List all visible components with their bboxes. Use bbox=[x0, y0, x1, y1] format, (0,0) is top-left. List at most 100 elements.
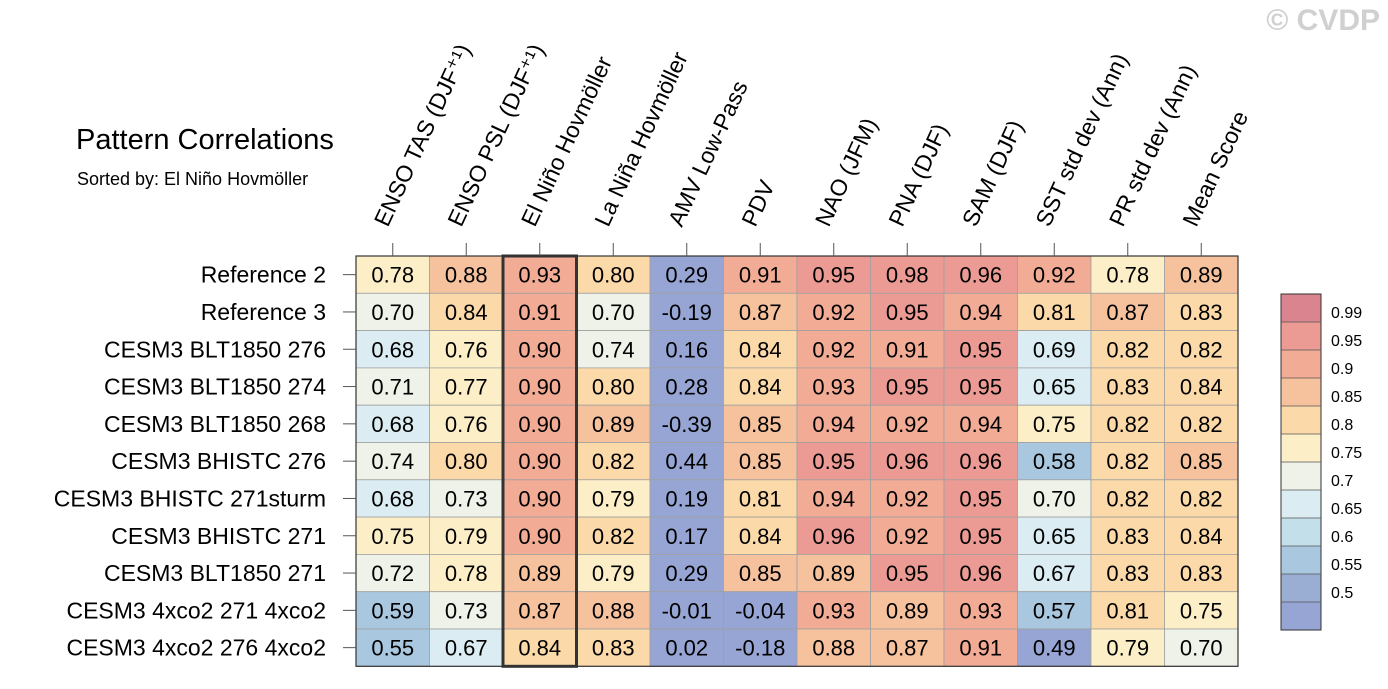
cell-value: 0.74 bbox=[592, 337, 635, 362]
heatmap-cell bbox=[429, 628, 504, 667]
cell-value: -0.01 bbox=[662, 598, 712, 623]
cell-value: 0.75 bbox=[371, 524, 414, 549]
cell-value: 0.85 bbox=[739, 412, 782, 437]
heatmap-cell bbox=[723, 628, 798, 667]
colorbar-swatch bbox=[1281, 322, 1321, 350]
cell-value: -0.18 bbox=[735, 636, 785, 661]
colorbar-swatch bbox=[1281, 490, 1321, 518]
colorbar-label: 0.8 bbox=[1331, 417, 1353, 434]
cell-value: 0.55 bbox=[371, 636, 414, 661]
colorbar-label: 0.9 bbox=[1331, 361, 1353, 378]
cell-value: 0.93 bbox=[518, 263, 561, 288]
cell-value: -0.39 bbox=[662, 412, 712, 437]
cell-value: 0.19 bbox=[665, 486, 708, 511]
cell-value: 0.73 bbox=[445, 598, 488, 623]
heatmap-cell bbox=[1164, 255, 1239, 294]
heatmap-cell bbox=[502, 554, 577, 593]
cell-value: 0.70 bbox=[371, 300, 414, 325]
cell-value: 0.92 bbox=[812, 300, 855, 325]
cell-value: 0.59 bbox=[371, 598, 414, 623]
cell-value: 0.70 bbox=[1180, 636, 1223, 661]
cell-value: 0.91 bbox=[886, 337, 929, 362]
row-label: Reference 3 bbox=[201, 299, 326, 325]
heatmap-cell bbox=[943, 628, 1018, 667]
cell-value: 0.83 bbox=[1180, 561, 1223, 586]
cell-value: 0.68 bbox=[371, 337, 414, 362]
cell-value: 0.92 bbox=[1033, 263, 1076, 288]
cell-value: 0.88 bbox=[812, 636, 855, 661]
cell-value: 0.76 bbox=[445, 337, 488, 362]
cell-value: 0.88 bbox=[592, 598, 635, 623]
heatmap-cell bbox=[1017, 516, 1092, 555]
cell-value: 0.91 bbox=[518, 300, 561, 325]
cell-value: 0.77 bbox=[445, 375, 488, 400]
cell-value: 0.83 bbox=[1106, 375, 1149, 400]
heatmap-cell bbox=[723, 367, 798, 406]
heatmap-cell bbox=[796, 292, 871, 331]
heatmap-cell bbox=[576, 554, 651, 593]
colorbar-swatch bbox=[1281, 406, 1321, 434]
colorbar-swatch bbox=[1281, 378, 1321, 406]
column-label: SAM (DJF) bbox=[957, 116, 1029, 230]
colorbar-label: 0.75 bbox=[1331, 445, 1362, 462]
cell-value: 0.91 bbox=[739, 263, 782, 288]
cell-value: 0.89 bbox=[518, 561, 561, 586]
row-label: Reference 2 bbox=[201, 262, 326, 288]
heatmap-cell bbox=[1164, 554, 1239, 593]
heatmap-cell bbox=[870, 554, 945, 593]
heatmap-cell bbox=[429, 442, 504, 481]
heatmap-cell bbox=[649, 516, 724, 555]
cell-value: 0.95 bbox=[959, 524, 1002, 549]
heatmap-cell bbox=[355, 404, 430, 443]
cell-value: 0.81 bbox=[1033, 300, 1076, 325]
cell-value: 0.68 bbox=[371, 486, 414, 511]
cell-value: 0.85 bbox=[739, 449, 782, 474]
cell-value: 0.92 bbox=[886, 412, 929, 437]
heatmap-cell bbox=[1164, 628, 1239, 667]
heatmap-cell bbox=[1090, 404, 1165, 443]
heatmap-cell bbox=[1017, 591, 1092, 630]
heatmap-cell bbox=[796, 591, 871, 630]
cell-value: 0.67 bbox=[445, 636, 488, 661]
cell-value: 0.28 bbox=[665, 375, 708, 400]
chart-subtitle: Sorted by: El Niño Hovmöller bbox=[77, 169, 309, 189]
colorbar-label: 0.85 bbox=[1331, 389, 1362, 406]
cell-value: 0.95 bbox=[886, 300, 929, 325]
cell-value: 0.96 bbox=[959, 449, 1002, 474]
cell-value: 0.94 bbox=[959, 412, 1002, 437]
cell-value: 0.82 bbox=[592, 524, 635, 549]
colorbar-swatch bbox=[1281, 434, 1321, 462]
row-label: CESM3 BLT1850 268 bbox=[104, 411, 326, 437]
cell-value: 0.69 bbox=[1033, 337, 1076, 362]
colorbar-swatch bbox=[1281, 518, 1321, 546]
heatmap-cell bbox=[355, 330, 430, 369]
cell-value: 0.79 bbox=[445, 524, 488, 549]
cell-value: 0.72 bbox=[371, 561, 414, 586]
heatmap-cell bbox=[355, 292, 430, 331]
heatmap-cell bbox=[796, 628, 871, 667]
row-label: CESM3 4xco2 276 4xco2 bbox=[66, 635, 326, 661]
heatmap-cell bbox=[723, 404, 798, 443]
cell-value: 0.78 bbox=[371, 263, 414, 288]
cell-value: 0.94 bbox=[812, 412, 855, 437]
cell-value: 0.68 bbox=[371, 412, 414, 437]
cell-value: 0.90 bbox=[518, 524, 561, 549]
heatmap-cell bbox=[723, 479, 798, 518]
cell-value: 0.84 bbox=[739, 337, 782, 362]
cell-value: 0.70 bbox=[592, 300, 635, 325]
colorbar-label: 0.6 bbox=[1331, 529, 1353, 546]
heatmap-cell bbox=[1017, 330, 1092, 369]
heatmap-cell bbox=[723, 516, 798, 555]
heatmap-cell bbox=[870, 442, 945, 481]
heatmap-cell bbox=[1017, 367, 1092, 406]
heatmap-cell bbox=[796, 367, 871, 406]
cell-value: 0.90 bbox=[518, 412, 561, 437]
row-label: CESM3 4xco2 271 4xco2 bbox=[66, 597, 326, 623]
cell-value: 0.92 bbox=[886, 486, 929, 511]
heatmap-cell bbox=[1017, 628, 1092, 667]
chart-title: Pattern Correlations bbox=[76, 124, 334, 156]
heatmap-cell bbox=[1090, 479, 1165, 518]
heatmap-cell bbox=[1164, 516, 1239, 555]
cell-value: -0.04 bbox=[735, 598, 785, 623]
cell-value: 0.90 bbox=[518, 486, 561, 511]
